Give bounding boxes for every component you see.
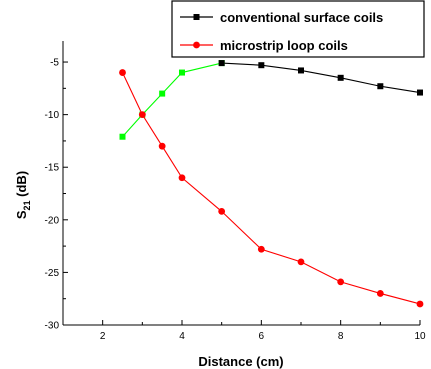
data-point-circle <box>337 278 344 285</box>
y-axis-label: S21 (dB) <box>14 171 32 219</box>
y-axis-label-subscript: 21 <box>22 200 32 210</box>
x-tick-label: 6 <box>259 331 265 342</box>
series-layer <box>119 60 423 307</box>
y-tick-label: -5 <box>50 58 59 69</box>
data-point-square <box>120 134 126 140</box>
y-tick-label: -30 <box>45 321 60 332</box>
series-line <box>123 73 421 304</box>
y-axis-label-main: S <box>14 210 29 219</box>
series-line <box>222 63 420 92</box>
data-point-square <box>159 91 165 97</box>
series-line <box>123 63 222 137</box>
legend-label-microstrip: microstrip loop coils <box>220 38 348 53</box>
data-point-circle <box>417 301 424 308</box>
x-tick-label: 10 <box>414 331 426 342</box>
data-point-square <box>219 60 225 66</box>
y-tick-label: -25 <box>45 268 60 279</box>
data-point-circle <box>119 69 126 76</box>
data-point-circle <box>298 258 305 265</box>
legend: conventional surface coils microstrip lo… <box>172 1 424 57</box>
series-conventional-surface-coils <box>120 60 424 140</box>
data-point-circle <box>179 174 186 181</box>
data-point-square <box>179 70 185 76</box>
data-point-circle <box>139 111 146 118</box>
x-tick-label: 2 <box>100 331 106 342</box>
data-point-circle <box>377 290 384 297</box>
data-point-square <box>417 90 423 96</box>
series-microstrip-loop-coils <box>119 69 423 307</box>
legend-marker-circle <box>193 42 200 49</box>
data-point-circle <box>159 143 166 150</box>
data-point-square <box>298 67 304 73</box>
legend-label-conventional: conventional surface coils <box>220 10 383 25</box>
legend-marker-square <box>194 14 200 20</box>
x-tick-label: 4 <box>179 331 185 342</box>
data-point-circle <box>218 208 225 215</box>
data-point-circle <box>258 246 265 253</box>
axes: 2 4 6 8 10 -30 -25 -20 -15 -10 -5 <box>45 41 426 342</box>
x-tick-label: 8 <box>338 331 344 342</box>
x-axis-label: Distance (cm) <box>198 354 283 369</box>
y-tick-label: -10 <box>45 110 60 121</box>
data-point-square <box>377 83 383 89</box>
y-tick-label: -15 <box>45 163 60 174</box>
data-point-square <box>338 75 344 81</box>
y-tick-label: -20 <box>45 215 60 226</box>
y-axis-label-unit: (dB) <box>14 171 29 201</box>
data-point-square <box>258 62 264 68</box>
